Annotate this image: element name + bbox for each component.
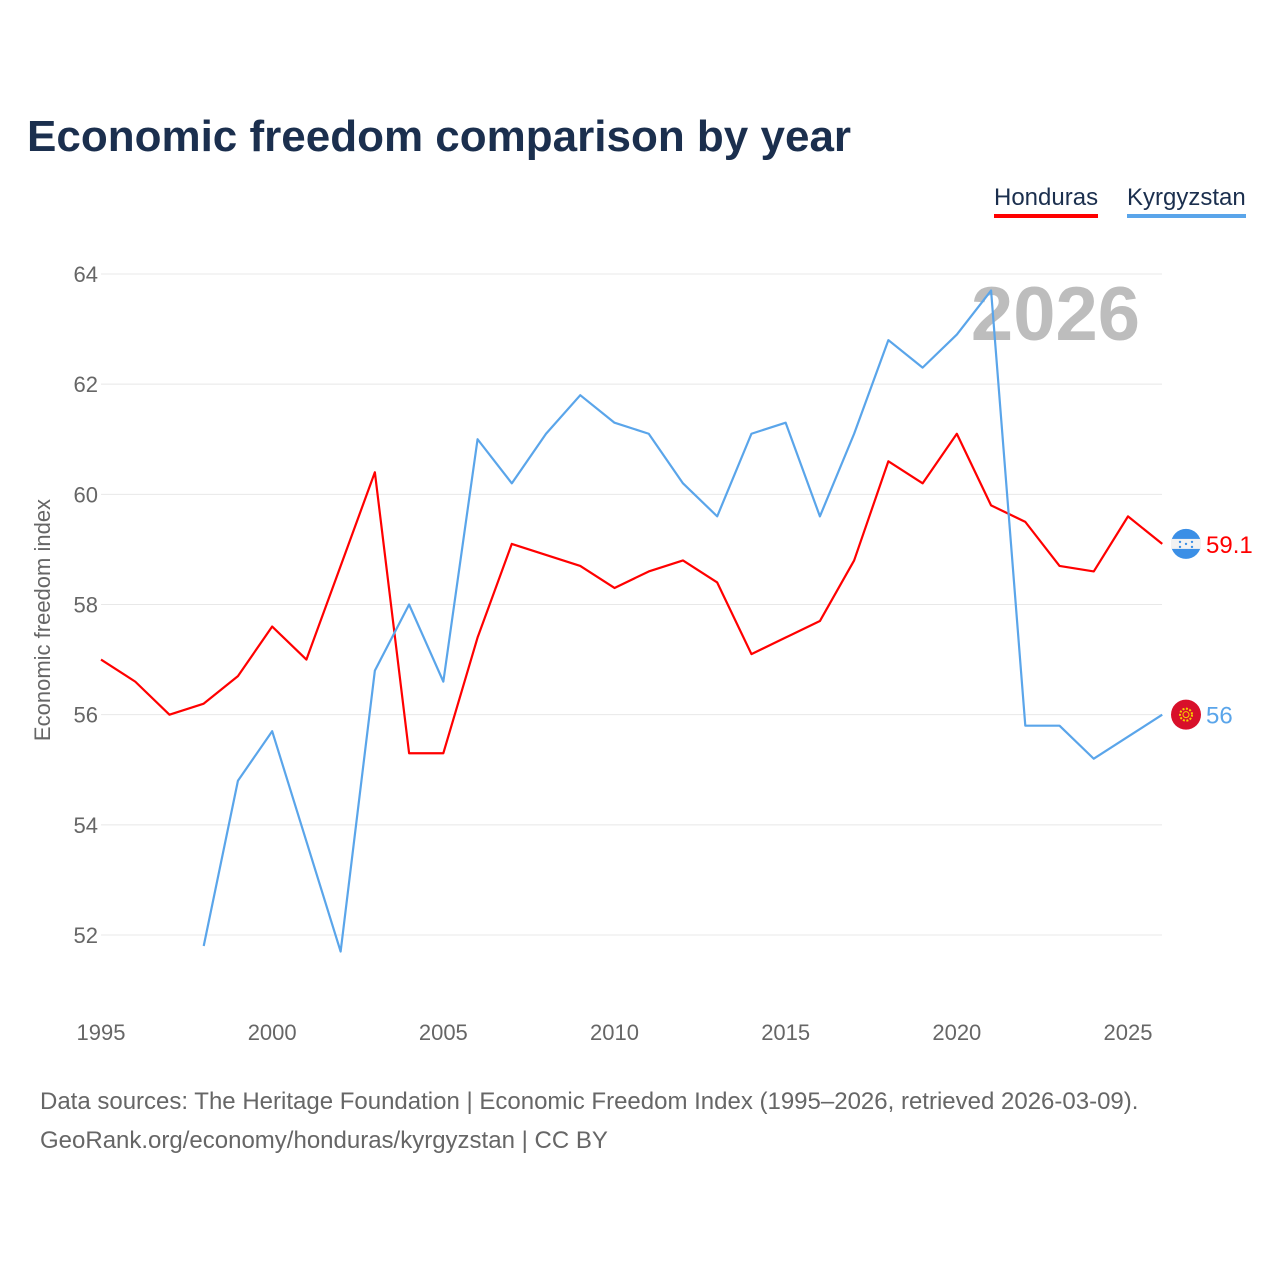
chart-title: Economic freedom comparison by year	[27, 112, 852, 161]
flag-sun	[1179, 707, 1193, 722]
legend-kyrgyzstan[interactable]: Kyrgyzstan	[1127, 184, 1246, 218]
honduras-flag-icon	[1171, 528, 1201, 559]
y-tick-label: 54	[74, 813, 98, 838]
year-watermark: 2026	[971, 272, 1140, 357]
x-tick-label: 2010	[590, 1020, 639, 1045]
y-tick-label: 60	[74, 482, 98, 507]
y-tick-label: 52	[74, 923, 98, 948]
x-tick-label: 2025	[1104, 1020, 1153, 1045]
y-axis-label: Economic freedom index	[30, 499, 55, 741]
y-tick-label: 64	[74, 262, 98, 287]
flag-star	[1184, 542, 1188, 546]
flag-bg	[1171, 699, 1201, 730]
y-tick-label: 56	[74, 703, 98, 728]
kyrgyzstan-flag-icon	[1171, 699, 1201, 730]
flag-star	[1190, 545, 1194, 549]
x-tick-label: 2000	[248, 1020, 297, 1045]
x-tick-label: 2015	[761, 1020, 810, 1045]
end-value-label: 59.1	[1206, 532, 1253, 559]
x-tick-label: 2005	[419, 1020, 468, 1045]
legend-honduras[interactable]: Honduras	[994, 184, 1099, 218]
series-line-kyrgyzstan	[202, 289, 1163, 953]
flag-star	[1178, 545, 1182, 549]
flag-star	[1178, 540, 1182, 544]
flag-star	[1190, 540, 1194, 544]
flag-tunduk	[1182, 711, 1190, 719]
y-tick-label: 62	[74, 372, 98, 397]
series-line-honduras	[100, 432, 1163, 755]
x-tick-label: 2020	[932, 1020, 981, 1045]
footer-attribution: GeoRank.org/economy/honduras/kyrgyzstan …	[40, 1127, 608, 1154]
x-tick-label: 1995	[77, 1020, 126, 1045]
y-tick-label: 58	[74, 593, 98, 618]
footer-sources: Data sources: The Heritage Foundation | …	[40, 1088, 1139, 1115]
end-value-label: 56	[1206, 703, 1233, 730]
